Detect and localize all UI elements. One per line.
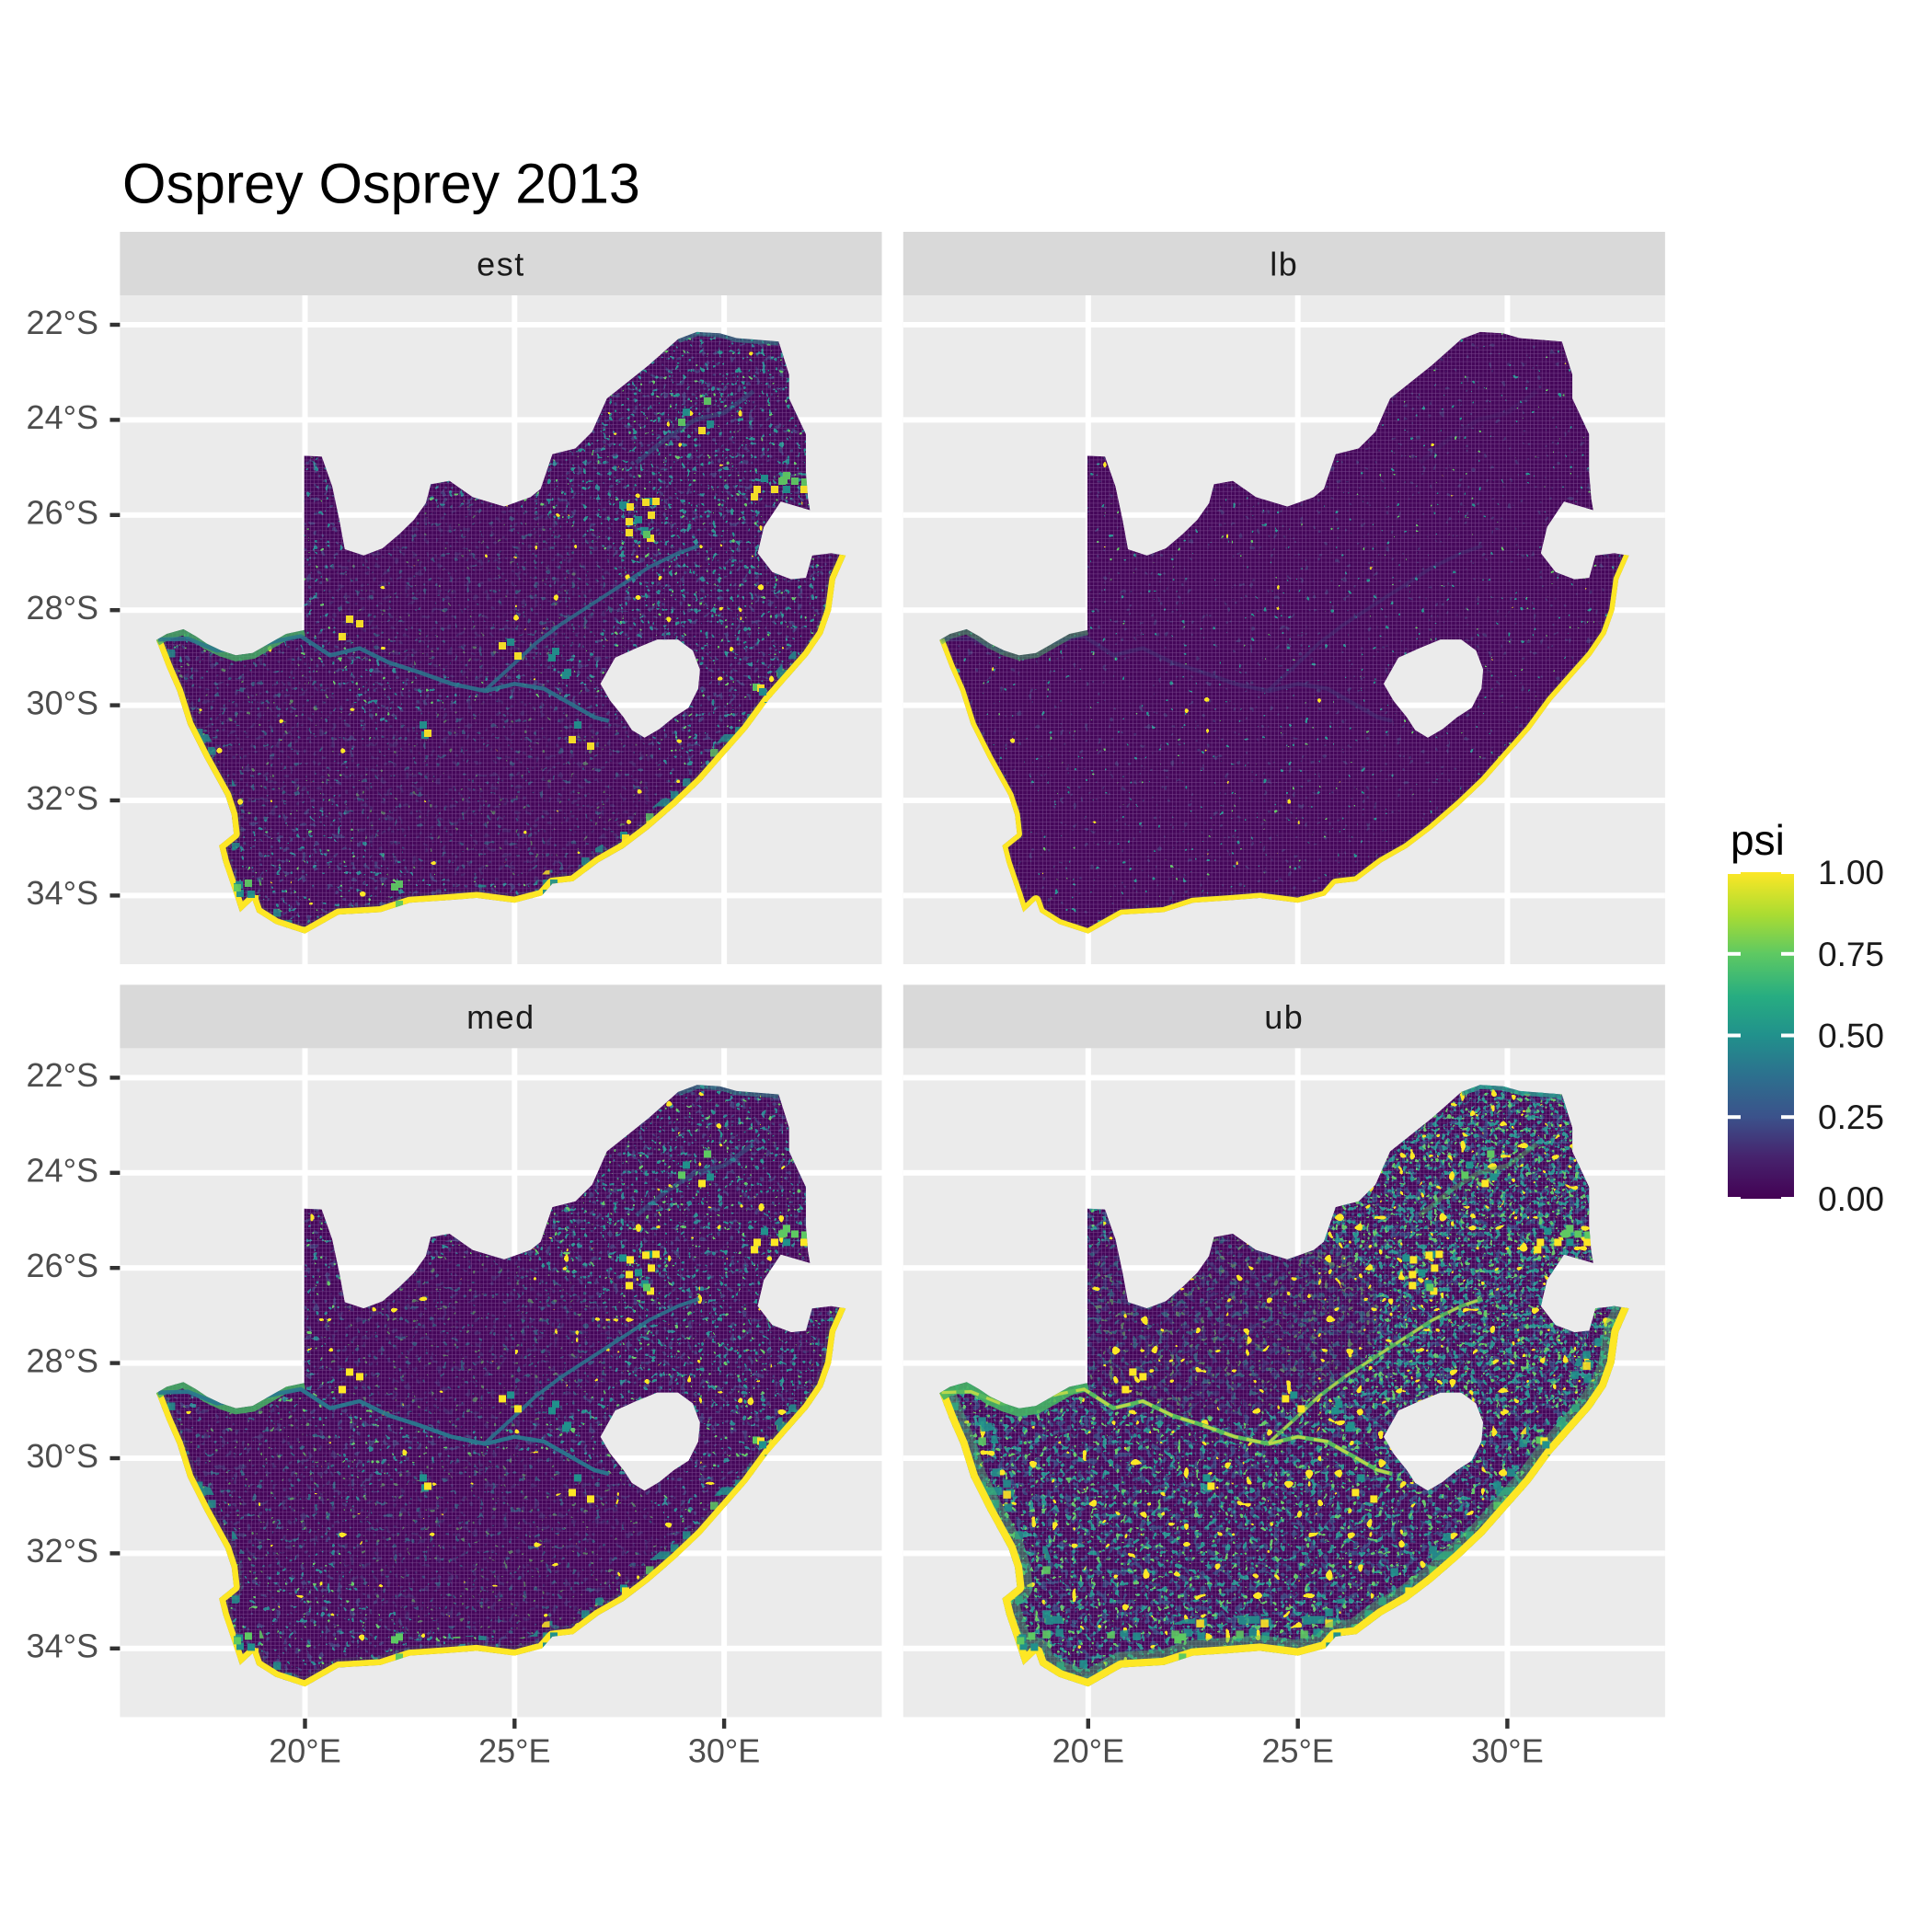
svg-text:32°S: 32°S — [27, 1532, 98, 1570]
svg-text:0.75: 0.75 — [1818, 936, 1884, 973]
svg-text:26°S: 26°S — [27, 494, 98, 532]
svg-text:25°E: 25°E — [1261, 1732, 1333, 1770]
svg-text:0.25: 0.25 — [1818, 1098, 1884, 1136]
svg-text:psi: psi — [1731, 816, 1785, 864]
svg-text:30°S: 30°S — [27, 684, 98, 721]
svg-text:Osprey Osprey 2013: Osprey Osprey 2013 — [122, 153, 640, 215]
svg-text:34°S: 34°S — [27, 1627, 98, 1665]
svg-text:22°S: 22°S — [27, 304, 98, 341]
svg-text:1.00: 1.00 — [1818, 854, 1884, 891]
svg-text:30°S: 30°S — [27, 1437, 98, 1475]
svg-text:ub: ub — [1264, 998, 1304, 1036]
svg-text:0.00: 0.00 — [1818, 1180, 1884, 1218]
svg-text:20°E: 20°E — [1052, 1732, 1124, 1770]
svg-text:24°S: 24°S — [27, 398, 98, 436]
svg-text:22°S: 22°S — [27, 1056, 98, 1094]
svg-text:34°S: 34°S — [27, 874, 98, 912]
svg-text:24°S: 24°S — [27, 1152, 98, 1190]
svg-text:26°S: 26°S — [27, 1247, 98, 1284]
svg-text:28°S: 28°S — [27, 589, 98, 627]
svg-text:30°E: 30°E — [1471, 1732, 1543, 1770]
svg-text:28°S: 28°S — [27, 1341, 98, 1379]
svg-text:25°E: 25°E — [478, 1732, 550, 1770]
svg-text:32°S: 32°S — [27, 779, 98, 817]
svg-text:20°E: 20°E — [269, 1732, 340, 1770]
svg-text:est: est — [477, 245, 525, 282]
svg-text:0.50: 0.50 — [1818, 1018, 1884, 1055]
svg-text:med: med — [466, 998, 535, 1036]
svg-text:lb: lb — [1270, 245, 1298, 282]
svg-text:30°E: 30°E — [688, 1732, 760, 1770]
